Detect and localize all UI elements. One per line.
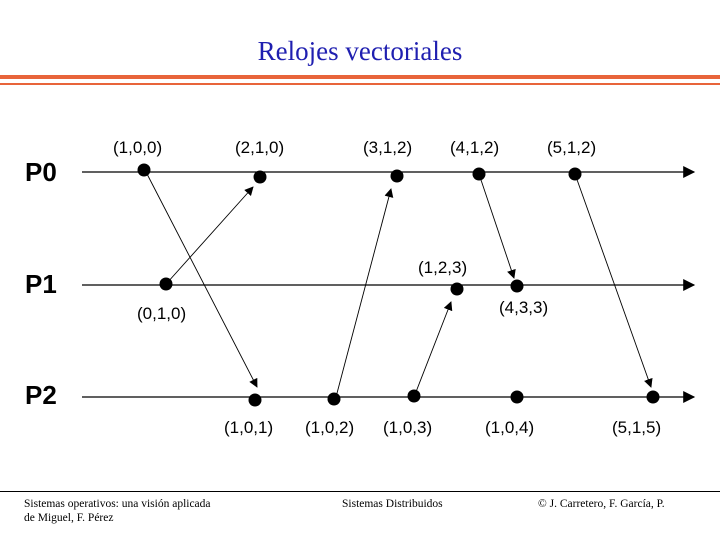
process-label-p2: P2 [25,380,57,410]
footer-rule [0,491,720,492]
footer-book-line1: Sistemas operativos: una visión aplicada [24,498,211,510]
event-dot [510,390,524,404]
event-dot [510,279,524,293]
event-label: (4,1,2) [450,138,499,157]
title-rule-thin [0,83,720,85]
message-arrow [335,188,394,398]
process-label-p0: P0 [25,157,57,187]
event-label: (4,3,3) [499,298,548,317]
message-arrow [145,171,258,388]
event-dot [248,393,262,407]
event-dot [137,163,151,177]
event-label: (2,1,0) [235,138,284,157]
footer-book-line2: de Miguel, F. Pérez [24,512,114,524]
event-dot [646,390,660,404]
event-dot [159,277,173,291]
event-label: (1,0,3) [383,418,432,437]
event-dot [390,169,404,183]
footer-topic: Sistemas Distribuidos [342,498,443,510]
message-arrow [413,301,453,398]
event-dot [253,170,267,184]
event-dot [472,167,486,181]
event-label: (1,2,3) [418,258,467,277]
event-label: (1,0,4) [485,418,534,437]
event-label: (5,1,5) [612,418,661,437]
event-label: (1,0,2) [305,418,354,437]
event-label: (5,1,2) [547,138,596,157]
event-dot [450,282,464,296]
slide-title: Relojes vectoriales [257,36,463,66]
message-arrow [574,173,653,388]
event-label: (1,0,1) [224,418,273,437]
footer-copyright: © J. Carretero, F. García, P. [538,498,665,510]
event-label: (3,1,2) [363,138,412,157]
footer-book-credit: Sistemas operativos: una visión aplicada… [24,497,264,525]
event-label: (0,1,0) [137,304,186,323]
event-dot [407,389,421,403]
event-dot [568,167,582,181]
process-label-p1: P1 [25,269,57,299]
message-arrow [478,173,516,279]
title-rule-thick [0,75,720,79]
message-arrow [166,186,254,284]
event-dot [327,392,341,406]
event-label: (1,0,0) [113,138,162,157]
